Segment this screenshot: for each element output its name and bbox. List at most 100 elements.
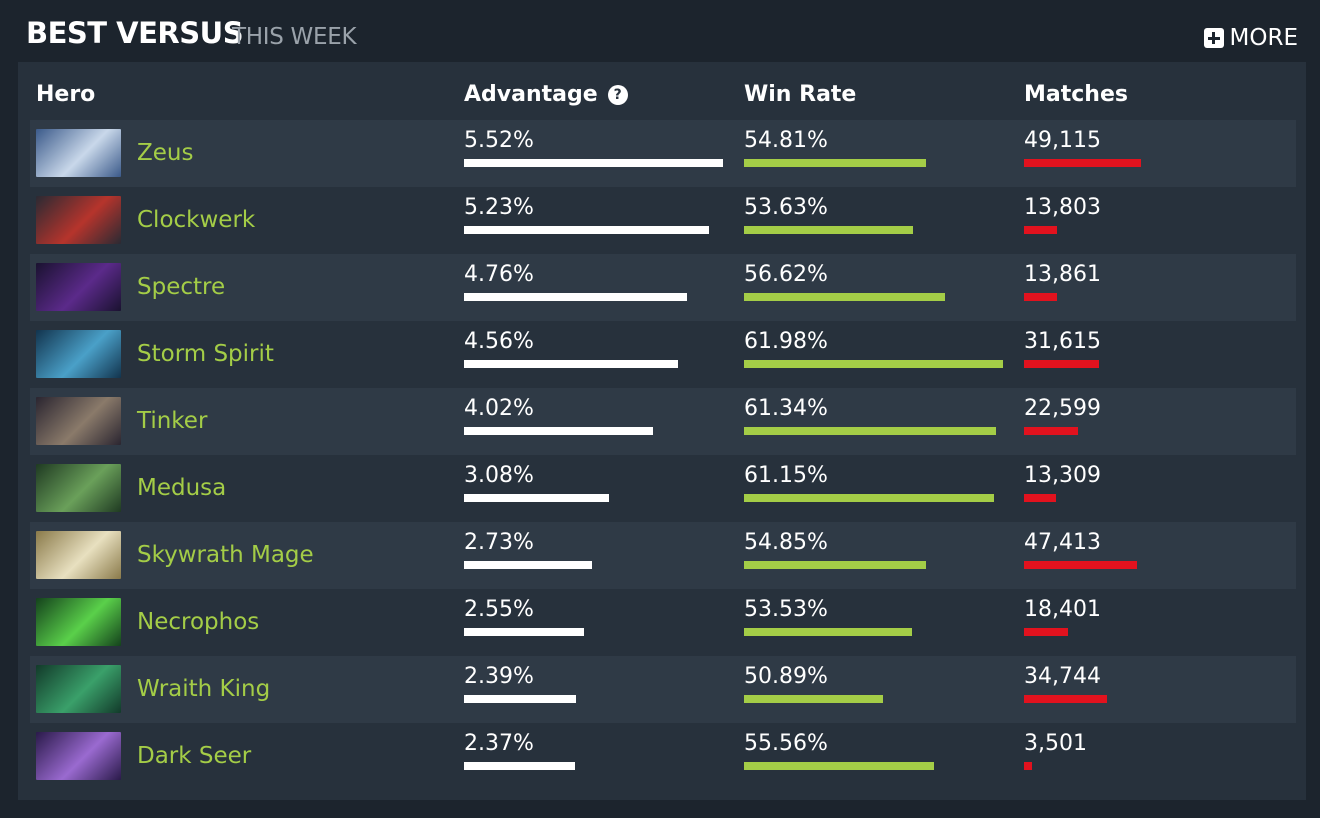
advantage-bar	[464, 159, 723, 167]
hero-name-link[interactable]: Skywrath Mage	[137, 542, 314, 568]
advantage-bar	[464, 226, 709, 234]
matches-bar	[1024, 293, 1057, 301]
hero-portrait[interactable]	[36, 665, 121, 713]
matches-value: 47,413	[1024, 530, 1101, 555]
win-rate-bar	[744, 695, 883, 703]
win-rate-value: 50.89%	[744, 664, 828, 689]
hero-portrait[interactable]	[36, 598, 121, 646]
matches-value: 34,744	[1024, 664, 1101, 689]
column-header-matches[interactable]: Matches	[1024, 82, 1128, 107]
versus-table: Hero Advantage ? Win Rate Matches Zeus 5.…	[18, 62, 1306, 800]
table-body: Zeus 5.52% 54.81% 49,115 Clockwerk 5.23% 53.63…	[30, 120, 1296, 790]
advantage-bar	[464, 628, 584, 636]
hero-portrait[interactable]	[36, 732, 121, 780]
hero-portrait[interactable]	[36, 330, 121, 378]
matches-value: 49,115	[1024, 128, 1101, 153]
column-header-matches-label: Matches	[1024, 82, 1128, 107]
table-header: Hero Advantage ? Win Rate Matches	[18, 62, 1306, 120]
advantage-bar	[464, 762, 575, 770]
table-row[interactable]: Tinker 4.02% 61.34% 22,599	[30, 388, 1296, 455]
column-header-hero[interactable]: Hero	[36, 82, 95, 107]
advantage-value: 4.02%	[464, 396, 534, 421]
plus-icon	[1203, 28, 1224, 48]
hero-portrait[interactable]	[36, 196, 121, 244]
advantage-value: 4.56%	[464, 329, 534, 354]
matches-bar	[1024, 762, 1032, 770]
advantage-value: 2.37%	[464, 731, 534, 756]
column-header-hero-label: Hero	[36, 82, 96, 107]
win-rate-value: 53.53%	[744, 597, 828, 622]
win-rate-bar	[744, 360, 1003, 368]
matches-bar	[1024, 226, 1057, 234]
win-rate-value: 53.63%	[744, 195, 828, 220]
win-rate-value: 61.98%	[744, 329, 828, 354]
hero-name-link[interactable]: Spectre	[137, 274, 226, 300]
widget-subtitle: THIS WEEK	[232, 24, 357, 50]
advantage-bar	[464, 494, 609, 502]
matches-bar	[1024, 695, 1107, 703]
more-button[interactable]: MORE	[1203, 25, 1298, 51]
help-icon[interactable]: ?	[607, 84, 628, 105]
win-rate-bar	[744, 226, 913, 234]
hero-name-link[interactable]: Storm Spirit	[137, 341, 274, 367]
advantage-bar	[464, 293, 687, 301]
table-row[interactable]: Necrophos 2.55% 53.53% 18,401	[30, 589, 1296, 656]
matches-value: 13,309	[1024, 463, 1101, 488]
win-rate-value: 54.81%	[744, 128, 828, 153]
advantage-bar	[464, 561, 592, 569]
matches-bar	[1024, 360, 1099, 368]
hero-name-link[interactable]: Zeus	[137, 140, 194, 166]
table-row[interactable]: Dark Seer 2.37% 55.56% 3,501	[30, 723, 1296, 790]
win-rate-bar	[744, 494, 994, 502]
advantage-value: 2.73%	[464, 530, 534, 555]
advantage-value: 2.39%	[464, 664, 534, 689]
column-header-win-rate-label: Win Rate	[744, 82, 857, 107]
matches-bar	[1024, 628, 1068, 636]
win-rate-bar	[744, 427, 996, 435]
matches-value: 18,401	[1024, 597, 1101, 622]
more-label: MORE	[1229, 25, 1298, 51]
win-rate-value: 61.34%	[744, 396, 828, 421]
matches-value: 3,501	[1024, 731, 1087, 756]
win-rate-bar	[744, 628, 912, 636]
advantage-value: 5.23%	[464, 195, 534, 220]
hero-name-link[interactable]: Clockwerk	[137, 207, 256, 233]
table-row[interactable]: Medusa 3.08% 61.15% 13,309	[30, 455, 1296, 522]
table-row[interactable]: Zeus 5.52% 54.81% 49,115	[30, 120, 1296, 187]
hero-name-link[interactable]: Tinker	[137, 408, 208, 434]
hero-name-link[interactable]: Medusa	[137, 475, 227, 501]
win-rate-bar	[744, 159, 926, 167]
matches-value: 31,615	[1024, 329, 1101, 354]
win-rate-value: 55.56%	[744, 731, 828, 756]
matches-bar	[1024, 427, 1078, 435]
advantage-bar	[464, 427, 653, 435]
advantage-bar	[464, 360, 678, 368]
matches-value: 13,861	[1024, 262, 1101, 287]
win-rate-bar	[744, 561, 926, 569]
matches-value: 13,803	[1024, 195, 1101, 220]
hero-portrait[interactable]	[36, 464, 121, 512]
hero-name-link[interactable]: Dark Seer	[137, 743, 252, 769]
advantage-value: 3.08%	[464, 463, 534, 488]
table-row[interactable]: Wraith King 2.39% 50.89% 34,744	[30, 656, 1296, 723]
table-row[interactable]: Spectre 4.76% 56.62% 13,861	[30, 254, 1296, 321]
win-rate-value: 56.62%	[744, 262, 828, 287]
hero-portrait[interactable]	[36, 397, 121, 445]
hero-name-link[interactable]: Necrophos	[137, 609, 260, 635]
hero-portrait[interactable]	[36, 531, 121, 579]
hero-portrait[interactable]	[36, 263, 121, 311]
advantage-value: 5.52%	[464, 128, 534, 153]
win-rate-value: 61.15%	[744, 463, 828, 488]
advantage-bar	[464, 695, 576, 703]
column-header-win-rate[interactable]: Win Rate	[744, 82, 856, 107]
matches-bar	[1024, 494, 1056, 502]
table-row[interactable]: Storm Spirit 4.56% 61.98% 31,615	[30, 321, 1296, 388]
hero-portrait[interactable]	[36, 129, 121, 177]
matches-bar	[1024, 561, 1137, 569]
column-header-advantage[interactable]: Advantage ?	[464, 82, 628, 107]
hero-name-link[interactable]: Wraith King	[137, 676, 271, 702]
widget-title: BEST VERSUS	[26, 16, 244, 50]
table-row[interactable]: Clockwerk 5.23% 53.63% 13,803	[30, 187, 1296, 254]
table-row[interactable]: Skywrath Mage 2.73% 54.85% 47,413	[30, 522, 1296, 589]
widget-header: BEST VERSUS THIS WEEK MORE	[0, 0, 1320, 62]
